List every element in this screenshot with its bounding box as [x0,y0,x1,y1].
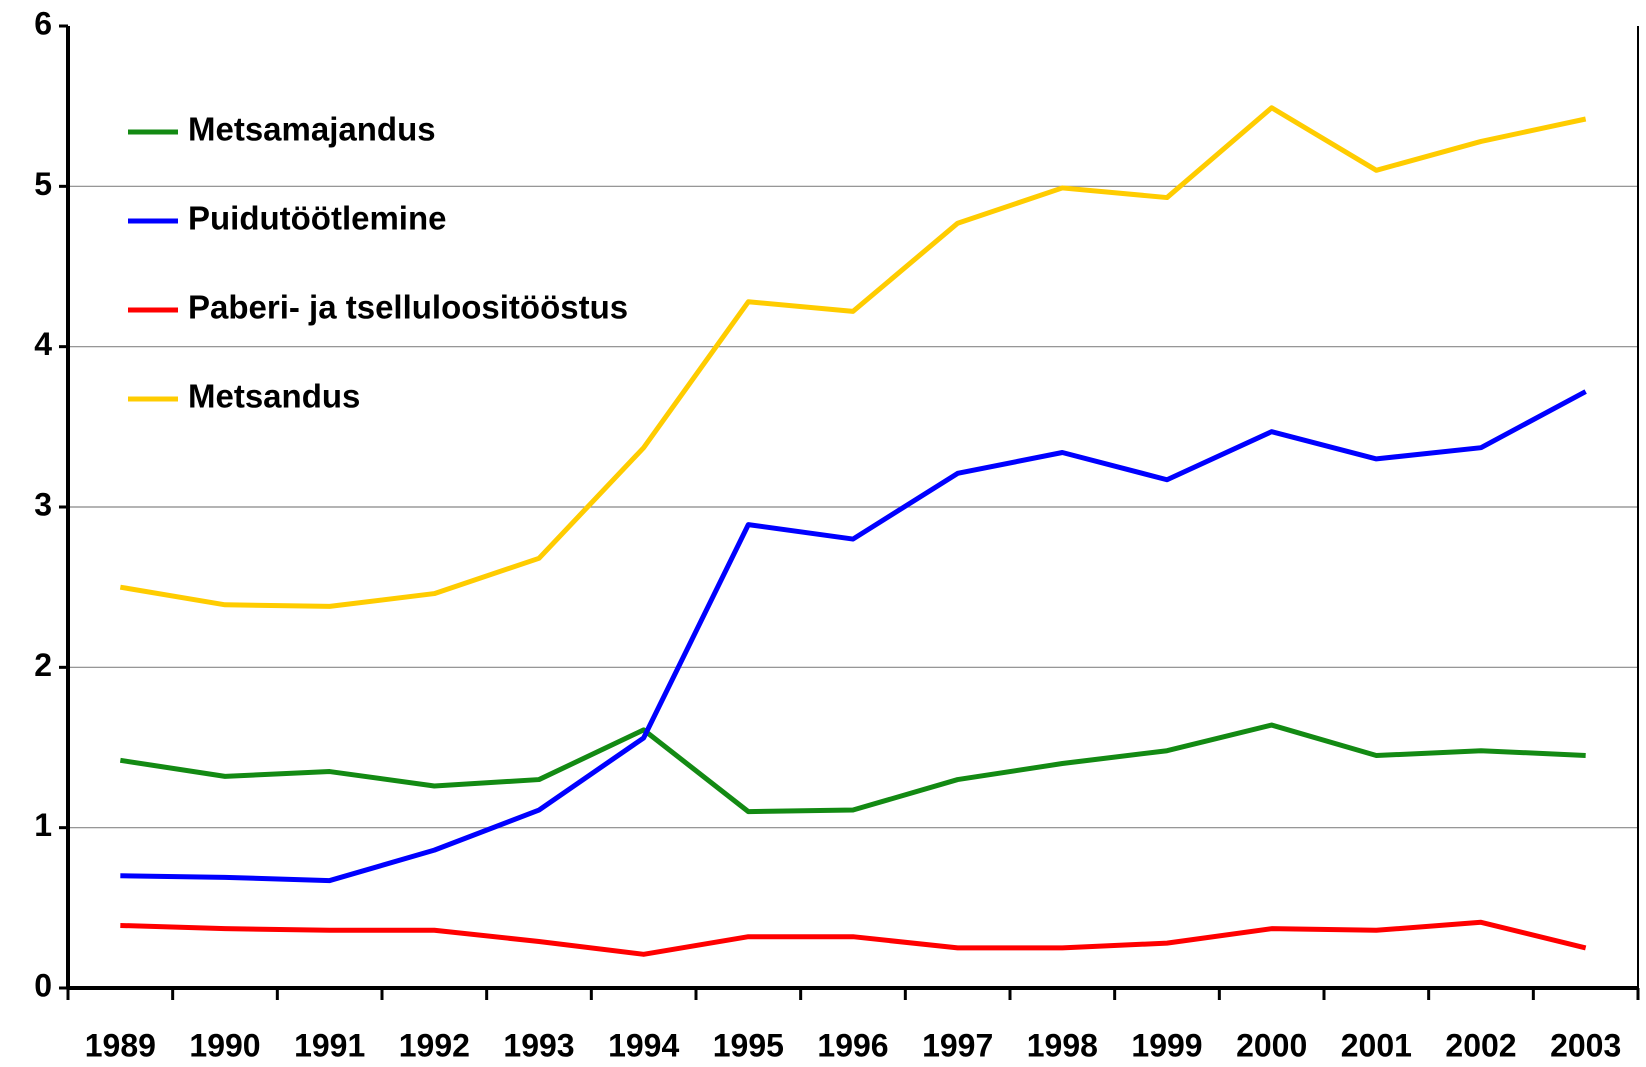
x-tick-label: 2003 [1550,1027,1621,1063]
x-tick-label: 2000 [1236,1027,1307,1063]
x-tick-label: 2002 [1445,1027,1516,1063]
x-tick-label: 1989 [85,1027,156,1063]
y-tick-label: 3 [34,486,52,522]
series-line [119,105,1587,609]
y-tick-label: 2 [34,647,52,683]
x-tick-label: 1998 [1027,1027,1098,1063]
series-line [119,722,1586,815]
series-line [120,389,1587,884]
legend-label: Puidutöötlemine [188,200,447,237]
x-tick-label: 1991 [294,1027,365,1063]
x-tick-label: 1993 [503,1027,574,1063]
legend-label: Metsandus [188,378,360,415]
x-tick-label: 1992 [399,1027,470,1063]
x-tick-label: 1997 [922,1027,993,1063]
x-tick-label: 1994 [608,1027,679,1063]
y-tick-label: 1 [34,807,52,843]
legend-label: Metsamajandus [188,111,436,148]
y-tick-label: 0 [34,967,52,1003]
x-tick-label: 1990 [189,1027,260,1063]
y-tick-label: 5 [34,166,52,202]
x-tick-label: 2001 [1341,1027,1412,1063]
x-tick-label: 1995 [713,1027,784,1063]
y-tick-label: 4 [34,326,52,362]
x-tick-label: 1999 [1131,1027,1202,1063]
legend-label: Paberi- ja tselluloositööstus [188,289,628,326]
series-line [120,919,1587,957]
y-tick-label: 6 [34,5,52,41]
x-tick-label: 1996 [817,1027,888,1063]
